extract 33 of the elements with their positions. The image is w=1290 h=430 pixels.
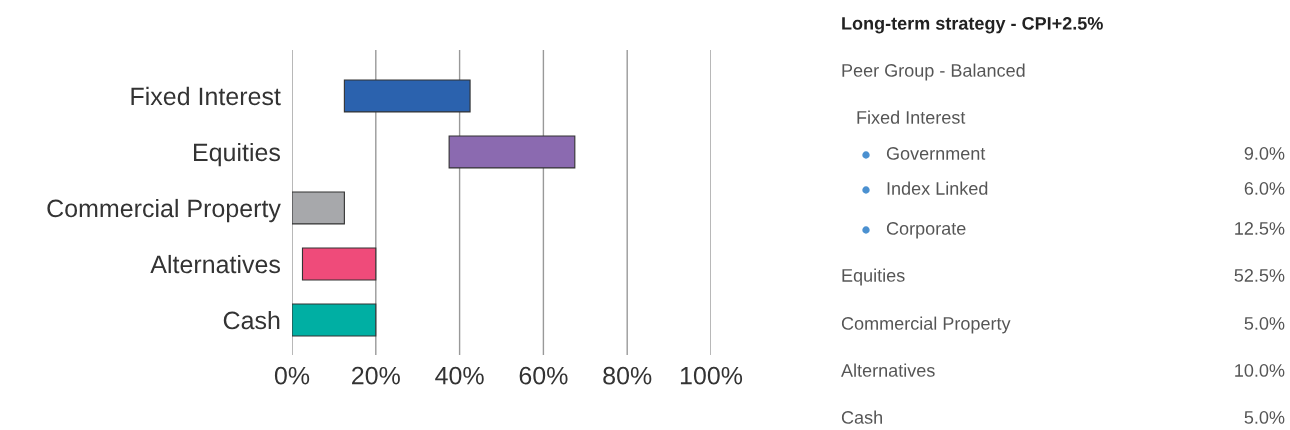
text: Commercial Property xyxy=(841,316,1011,334)
text: Peer Group - Balanced xyxy=(842,63,1025,81)
text: Fixed Interest xyxy=(857,110,966,124)
bar xyxy=(448,135,576,169)
text: 5.0% xyxy=(1244,411,1285,424)
y-tick-label: Cash xyxy=(223,310,280,330)
bar xyxy=(301,247,377,281)
bar xyxy=(292,191,345,225)
x-tick-label: 20% xyxy=(352,366,400,385)
x-tick-label: 60% xyxy=(519,366,568,385)
bar xyxy=(292,303,377,337)
x-tick-label: 100% xyxy=(680,366,743,385)
text: 6.0% xyxy=(1244,182,1285,195)
text: Index Linked xyxy=(887,181,988,195)
text: 10.0% xyxy=(1235,364,1285,377)
x-tick-label: 0% xyxy=(274,366,310,385)
text: 12.5% xyxy=(1235,222,1285,235)
x-tick-label: 40% xyxy=(435,366,484,385)
text: Equities xyxy=(842,268,905,286)
text: 9.0% xyxy=(1244,147,1285,160)
y-tick-label: Alternatives xyxy=(150,254,280,274)
text: Alternatives xyxy=(841,363,935,377)
y-tick-label: Equities xyxy=(194,142,280,167)
text: Cash xyxy=(841,410,882,424)
x-tick-label: 80% xyxy=(603,366,652,385)
text: Long-term strategy - CPI+2.5% xyxy=(842,16,1103,34)
text: 5.0% xyxy=(1244,317,1285,330)
text: Corporate xyxy=(886,222,966,239)
bar xyxy=(343,79,471,113)
text: Government xyxy=(886,147,986,160)
text: 52.5% xyxy=(1234,269,1285,282)
y-tick-label: Fixed Interest xyxy=(131,86,281,106)
y-tick-label: Commercial Property xyxy=(47,198,281,223)
